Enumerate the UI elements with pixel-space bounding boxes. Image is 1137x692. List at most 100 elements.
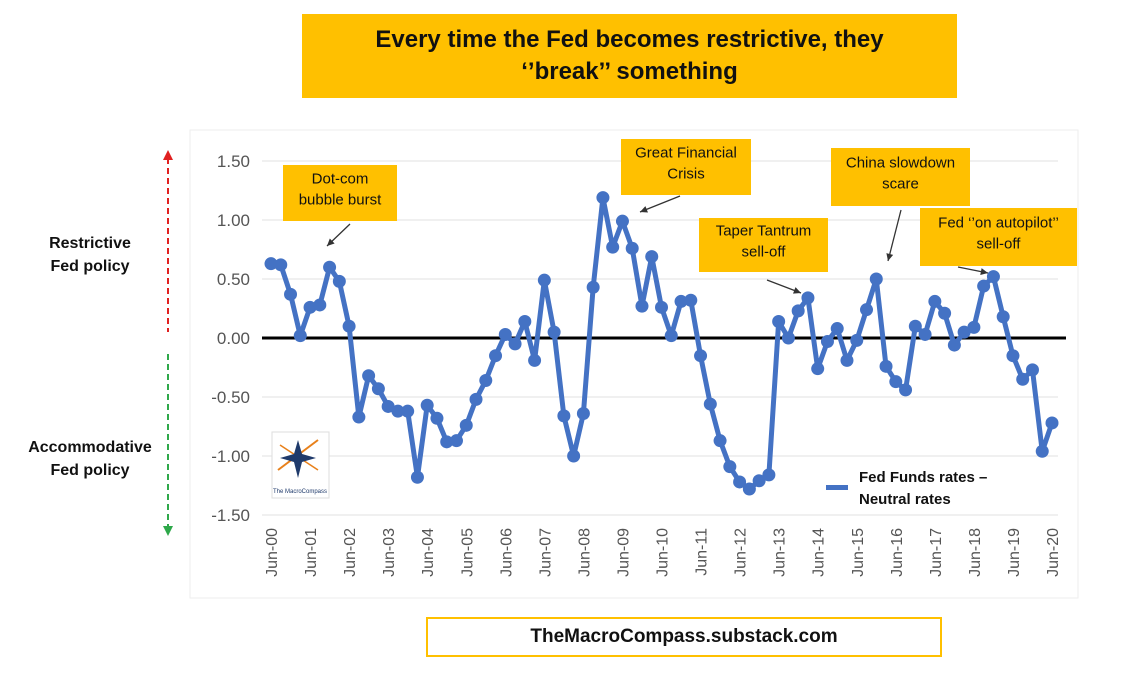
data-point — [352, 410, 366, 424]
data-point — [801, 291, 815, 305]
data-point — [362, 369, 376, 383]
data-point — [371, 382, 385, 396]
data-point — [928, 294, 942, 308]
data-point — [401, 404, 415, 418]
annotation-arrowhead — [327, 238, 335, 246]
data-point — [1025, 363, 1039, 377]
x-tick-label: Jun-00 — [264, 528, 281, 577]
annotation-arrow — [887, 209, 902, 262]
data-point — [977, 279, 991, 293]
annotation-background — [699, 218, 828, 272]
y-tick-label: 1.50 — [217, 152, 250, 171]
annotation-label: China slowdown scare — [846, 155, 955, 193]
data-point — [762, 468, 776, 482]
x-tick-label: Jun-01 — [303, 528, 320, 577]
data-point — [703, 397, 717, 411]
y-axis-ticks: 1.50 1.00 0.50 0.00 -0.50 -1.00 -1.50 — [211, 152, 250, 525]
data-point — [850, 333, 864, 347]
data-point — [606, 240, 620, 254]
annotation-box: China slowdown scare — [831, 148, 970, 262]
x-tick-label: Jun-14 — [811, 528, 828, 577]
y-tick-label: -1.50 — [211, 506, 250, 525]
annotation-arrowhead — [793, 287, 801, 294]
chart-title: Every time the Fed becomes restrictive, … — [302, 14, 957, 98]
annotation-label: Dot-com bubble burst — [299, 171, 382, 209]
data-point — [889, 375, 903, 389]
data-point — [430, 411, 444, 425]
data-point — [723, 460, 737, 474]
data-point — [635, 299, 649, 313]
x-tick-label: Jun-02 — [342, 528, 359, 577]
data-point — [342, 319, 356, 333]
annotations: Dot-com bubble burst Great Financial Crisis… — [283, 139, 1077, 294]
data-point — [479, 373, 493, 387]
compass-star-icon — [280, 440, 316, 478]
legend-swatch — [826, 485, 848, 490]
x-tick-label: Jun-03 — [381, 528, 398, 577]
data-point — [830, 322, 844, 336]
data-point — [752, 474, 766, 488]
data-point — [899, 383, 913, 397]
restrictive-arrow — [163, 150, 173, 332]
annotation-box: Great Financial Crisis — [621, 139, 751, 213]
data-point — [674, 294, 688, 308]
data-point — [498, 327, 512, 341]
data-point — [459, 418, 473, 432]
data-point — [537, 273, 551, 287]
x-tick-label: Jun-16 — [889, 528, 906, 577]
data-point — [791, 304, 805, 318]
x-tick-label: Jun-11 — [694, 528, 711, 576]
legend: Fed Funds rates – Neutral rates — [826, 469, 987, 508]
annotation-box: Taper Tantrum sell-off — [699, 218, 828, 294]
annotation-box: Dot-com bubble burst — [283, 165, 397, 247]
data-point — [1045, 416, 1059, 430]
data-point — [655, 300, 668, 314]
data-point — [508, 337, 522, 351]
accommodative-arrow — [163, 354, 173, 536]
data-point — [615, 214, 629, 228]
annotation-background — [920, 208, 1077, 266]
logo: The MacroCompass — [271, 431, 330, 499]
data-point — [489, 349, 503, 363]
data-point — [596, 191, 610, 205]
data-point — [469, 392, 483, 406]
data-point — [947, 338, 961, 352]
annotation-background — [283, 165, 397, 221]
data-point — [323, 260, 337, 274]
data-point — [957, 325, 971, 339]
data-point — [567, 449, 581, 463]
data-point — [684, 293, 698, 307]
annotation-background — [831, 148, 970, 206]
annotation-label: Taper Tantrum sell-off — [716, 223, 812, 261]
data-point — [918, 327, 932, 341]
x-tick-label: Jun-04 — [420, 528, 437, 577]
data-point — [284, 287, 298, 301]
x-tick-label: Jun-20 — [1045, 528, 1062, 577]
data-point — [528, 353, 542, 367]
x-tick-label: Jun-09 — [615, 528, 632, 577]
x-tick-label: Jun-06 — [498, 528, 515, 577]
x-tick-label: Jun-05 — [459, 528, 476, 577]
x-axis-ticks: Jun-00 Jun-01 Jun-02 Jun-03 Jun-04 Jun-05 Jun-… — [264, 528, 1062, 577]
data-point — [410, 470, 424, 484]
data-point — [664, 329, 678, 343]
data-point — [908, 319, 922, 333]
data-point — [869, 272, 883, 286]
y-tick-label: -0.50 — [211, 388, 250, 407]
data-point — [811, 362, 825, 376]
data-point — [449, 434, 463, 448]
data-point — [547, 325, 561, 339]
series-points — [264, 191, 1059, 496]
data-point — [518, 314, 532, 328]
annotation-arrowhead — [640, 206, 648, 213]
data-point — [1035, 444, 1049, 458]
data-point — [645, 250, 659, 264]
annotation-background — [621, 139, 751, 195]
data-point — [772, 314, 786, 328]
x-tick-label: Jun-12 — [733, 528, 750, 577]
x-tick-label: Jun-18 — [967, 528, 984, 577]
y-tick-label: 0.00 — [217, 329, 250, 348]
plot-area-border — [189, 129, 1079, 599]
x-tick-label: Jun-15 — [850, 528, 867, 577]
restrictive-label: Restrictive Fed policy — [49, 235, 131, 275]
